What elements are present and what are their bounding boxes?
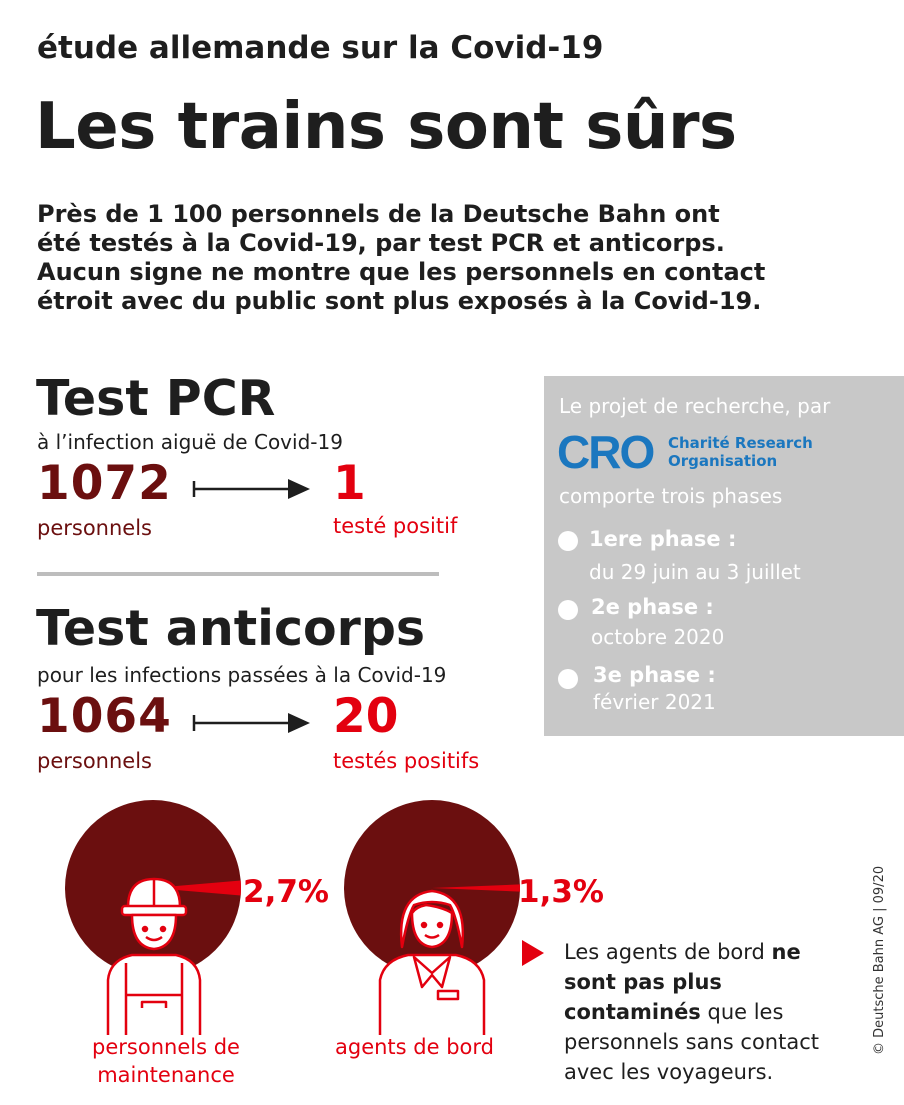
note-text-part: Les agents de bord: [564, 940, 772, 964]
note-text-bold: ne: [771, 940, 801, 964]
train-attendant-icon: [378, 889, 486, 1035]
intro-line: été testés à la Covid-19, par test PCR e…: [37, 229, 725, 257]
board-percent: 1,3%: [518, 874, 604, 910]
page-title: Les trains sont sûrs: [35, 90, 737, 164]
cro-logo: CRO: [557, 428, 655, 476]
pcr-title: Test PCR: [36, 370, 276, 427]
maintenance-pie-chart: [65, 800, 241, 1035]
maintenance-worker-icon: [106, 877, 202, 1035]
phase-date: octobre 2020: [591, 625, 725, 649]
bullet-dot: [558, 669, 578, 689]
phase-name: 3e phase :: [593, 663, 716, 687]
bullet-dot: [558, 600, 578, 620]
maintenance-percent: 2,7%: [243, 874, 329, 910]
antibody-positive: 20: [333, 689, 399, 744]
phase-name: 1ere phase :: [589, 527, 737, 551]
pie-slice-positive: [153, 880, 241, 896]
research-intro: Le projet de recherche, par: [559, 394, 831, 418]
note-text-part: que les: [700, 1000, 784, 1024]
note-text-line: avec les voyageurs.: [564, 1060, 774, 1084]
cro-org-line: Organisation: [668, 452, 778, 470]
antibody-positive-label: testés positifs: [333, 749, 480, 773]
arrow-right-icon: [192, 713, 310, 733]
maintenance-caption: personnels de maintenance: [60, 1033, 272, 1089]
intro-line: Aucun signe ne montre que les personnels…: [37, 258, 766, 286]
cro-logo-text: CRO: [557, 428, 653, 476]
pcr-count: 1072: [37, 456, 172, 511]
pcr-positive-label: testé positif: [333, 514, 458, 538]
intro-line: Près de 1 100 personnels de la Deutsche …: [37, 200, 720, 228]
board-pie-chart: [344, 800, 520, 1035]
research-panel: Le projet de recherche, par CRO Charité …: [544, 376, 904, 736]
intro-line: étroit avec du public sont plus exposés …: [37, 287, 762, 315]
phase-date: février 2021: [593, 690, 716, 714]
caption-line: maintenance: [97, 1063, 235, 1087]
triangle-bullet-icon: [522, 940, 544, 966]
caption-line: personnels de: [92, 1035, 240, 1059]
phase-name: 2e phase :: [591, 595, 714, 619]
antibody-count-label: personnels: [37, 749, 152, 773]
kicker: étude allemande sur la Covid-19: [37, 30, 604, 66]
phase-date: du 29 juin au 3 juillet: [589, 560, 801, 584]
cro-org-name: Charité Research Organisation: [668, 434, 813, 470]
cro-org-line: Charité Research: [668, 434, 813, 452]
pcr-count-label: personnels: [37, 516, 152, 540]
antibody-title: Test anticorps: [36, 600, 426, 657]
note-text-bold: sont pas plus: [564, 970, 722, 994]
pcr-positive: 1: [333, 456, 366, 511]
phases-intro: comporte trois phases: [559, 484, 783, 508]
note-text: Les agents de bord ne sont pas plus cont…: [564, 937, 834, 1087]
pcr-subtitle: à l’infection aiguë de Covid-19: [37, 430, 343, 454]
caption-line: agents de bord: [335, 1035, 494, 1059]
arrow-right-icon: [192, 479, 310, 499]
copyright-credit: © Deutsche Bahn AG | 09/20: [872, 865, 887, 1055]
antibody-count: 1064: [37, 689, 172, 744]
divider: [37, 572, 439, 576]
note-text-bold: contaminés: [564, 1000, 701, 1024]
antibody-subtitle: pour les infections passées à la Covid-1…: [37, 663, 447, 687]
pie-slice-positive: [432, 884, 520, 892]
note-text-line: personnels sans contact: [564, 1030, 819, 1054]
board-caption: agents de bord: [322, 1033, 507, 1061]
bullet-dot: [558, 531, 578, 551]
intro-text: Près de 1 100 personnels de la Deutsche …: [37, 200, 867, 316]
